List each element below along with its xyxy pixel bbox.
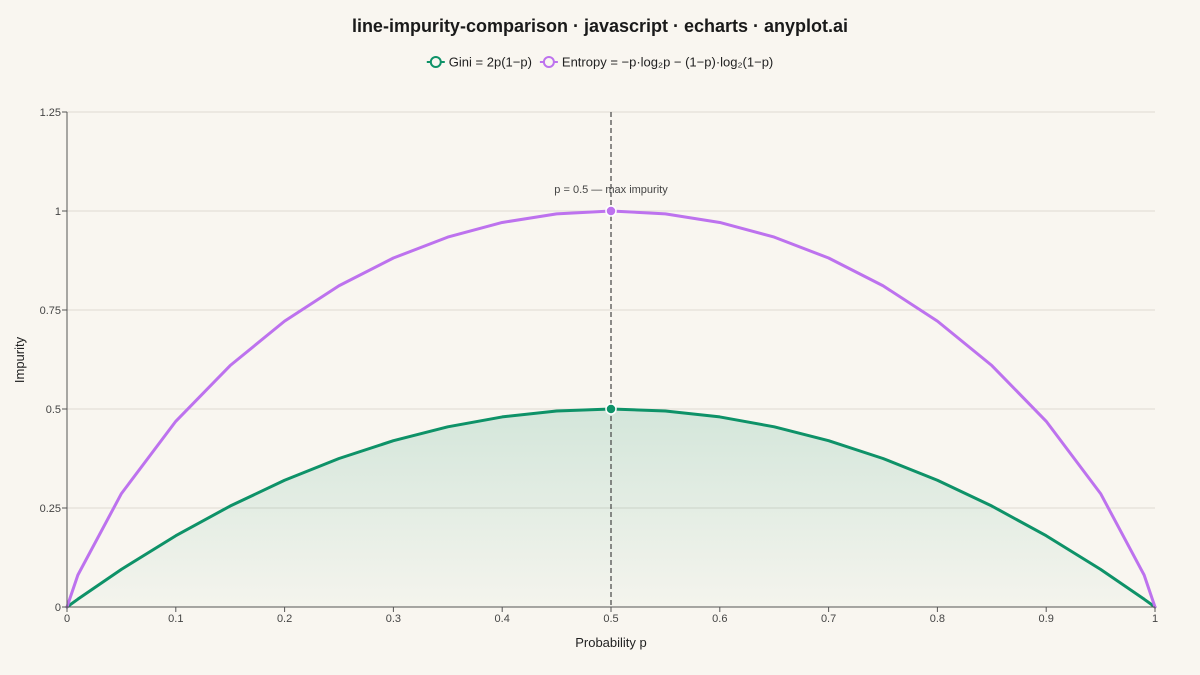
legend-marker-1 <box>542 56 555 68</box>
legend-label-1: Entropy = −p·log₂p − (1−p)·log₂(1−p) <box>562 55 773 70</box>
x-tick-label: 0.8 <box>930 613 945 625</box>
chart-title: line-impurity-comparison · javascript · … <box>352 16 848 36</box>
y-axis-title: Impurity <box>12 336 27 383</box>
y-tick-label: 0.75 <box>40 305 61 317</box>
x-tick-label: 0.7 <box>821 613 836 625</box>
y-tick-label: 0 <box>55 602 61 614</box>
x-tick-label: 0.1 <box>168 613 183 625</box>
legend-item-1[interactable]: Entropy = −p·log₂p − (1−p)·log₂(1−p) <box>539 55 773 70</box>
x-tick-label: 0.6 <box>712 613 727 625</box>
max-point-1[interactable] <box>605 205 617 217</box>
y-tick-label: 1.25 <box>40 107 61 119</box>
max-point-0[interactable] <box>605 403 617 415</box>
y-tick-label: 1 <box>55 206 61 218</box>
chart-legend: Gini = 2p(1−p) Entropy = −p·log₂p − (1−p)… <box>426 55 773 70</box>
legend-marker-0 <box>429 56 442 68</box>
axes: 0 0.25 0.5 0.75 1 1.25 0 0.1 0.2 0.3 0.4 0.5 0.6 0.7 0… <box>40 107 1158 625</box>
x-tick-label: 1 <box>1152 613 1158 625</box>
max-points-layer <box>605 205 617 415</box>
markline-layer: p = 0.5 — max impurity <box>554 112 668 607</box>
y-tick-label: 0.5 <box>46 404 61 416</box>
x-tick-label: 0 <box>64 613 70 625</box>
y-tick-label: 0.25 <box>40 503 61 515</box>
x-axis-title: Probability p <box>575 635 647 650</box>
markline-label: p = 0.5 — max impurity <box>554 184 668 196</box>
x-tick-label: 0.3 <box>386 613 401 625</box>
x-tick-label: 0.4 <box>495 613 510 625</box>
x-tick-label: 0.5 <box>603 613 618 625</box>
legend-label-0: Gini = 2p(1−p) <box>449 55 532 70</box>
legend-item-0[interactable]: Gini = 2p(1−p) <box>426 55 532 70</box>
x-tick-label: 0.9 <box>1039 613 1054 625</box>
x-tick-label: 0.2 <box>277 613 292 625</box>
